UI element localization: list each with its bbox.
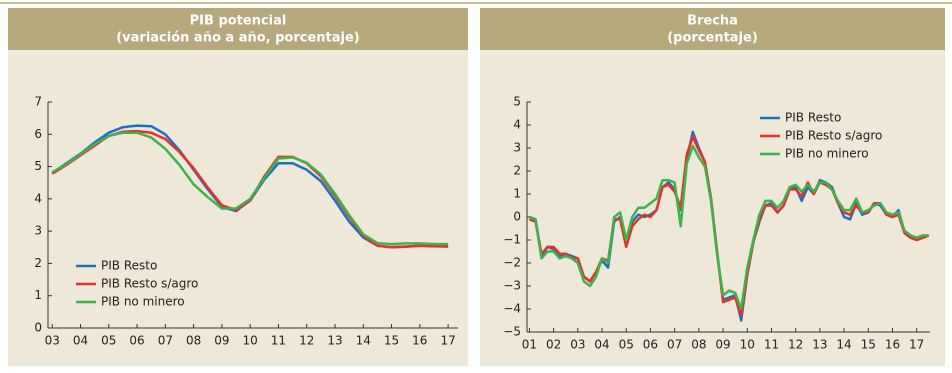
x-tick-label: 17 (440, 334, 455, 348)
panel-title: PIB potencial (190, 14, 287, 29)
x-tick-label: 04 (73, 334, 88, 348)
y-tick-label: −5 (503, 325, 521, 339)
x-tick-label: 06 (643, 338, 658, 352)
x-tick-label: 08 (186, 334, 201, 348)
x-tick-label: 11 (764, 338, 779, 352)
x-tick-label: 03 (570, 338, 585, 352)
x-tick-label: 14 (836, 338, 851, 352)
y-tick-label: 2 (34, 256, 42, 270)
y-tick-label: 1 (34, 288, 42, 302)
legend-label: PIB no minero (785, 147, 869, 161)
x-tick-label: 15 (384, 334, 399, 348)
x-tick-label: 11 (271, 334, 286, 348)
panel-title: Brecha (687, 14, 738, 29)
x-tick-label: 12 (788, 338, 803, 352)
legend-label: PIB Resto (785, 111, 841, 125)
y-tick-label: 5 (513, 95, 521, 109)
x-tick-label: 13 (327, 334, 342, 348)
y-tick-label: 3 (513, 141, 521, 155)
y-tick-label: 6 (34, 127, 42, 141)
y-tick-label: 0 (34, 321, 42, 335)
y-tick-label: 7 (34, 95, 42, 109)
x-tick-label: 17 (909, 338, 924, 352)
series-line (51, 131, 449, 246)
y-tick-label: 4 (513, 118, 521, 132)
panel-header (480, 8, 945, 50)
x-tick-label: 02 (546, 338, 561, 352)
y-tick-label: 4 (34, 191, 42, 205)
x-tick-label: 10 (243, 334, 258, 348)
x-tick-label: 12 (299, 334, 314, 348)
y-tick-label: 3 (34, 224, 42, 238)
legend-label: PIB no minero (101, 295, 185, 309)
x-tick-label: 16 (412, 334, 427, 348)
x-tick-label: 04 (594, 338, 609, 352)
x-tick-label: 09 (715, 338, 730, 352)
x-tick-label: 16 (885, 338, 900, 352)
panel-header (8, 8, 468, 50)
y-tick-label: 2 (513, 164, 521, 178)
x-tick-label: 10 (740, 338, 755, 352)
y-tick-label: 0 (513, 210, 521, 224)
x-tick-label: 07 (667, 338, 682, 352)
y-tick-label: −3 (503, 279, 521, 293)
x-tick-label: 07 (158, 334, 173, 348)
series-line (528, 144, 929, 311)
x-tick-label: 03 (45, 334, 60, 348)
panel-subtitle: (porcentaje) (667, 31, 758, 46)
x-tick-label: 15 (861, 338, 876, 352)
x-tick-label: 08 (691, 338, 706, 352)
x-tick-label: 09 (214, 334, 229, 348)
x-tick-label: 01 (522, 338, 537, 352)
x-tick-label: 06 (129, 334, 144, 348)
y-tick-label: −4 (503, 302, 521, 316)
y-tick-label: −2 (503, 256, 521, 270)
y-tick-label: −1 (503, 233, 521, 247)
legend-label: PIB Resto s/agro (101, 277, 198, 291)
x-tick-label: 14 (356, 334, 371, 348)
x-tick-label: 13 (812, 338, 827, 352)
panel-subtitle: (variación año a año, porcentaje) (116, 31, 360, 46)
x-tick-label: 05 (619, 338, 634, 352)
y-tick-label: 5 (34, 159, 42, 173)
legend-label: PIB Resto (101, 259, 157, 273)
legend-label: PIB Resto s/agro (785, 129, 882, 143)
x-tick-label: 05 (101, 334, 116, 348)
y-tick-label: 1 (513, 187, 521, 201)
